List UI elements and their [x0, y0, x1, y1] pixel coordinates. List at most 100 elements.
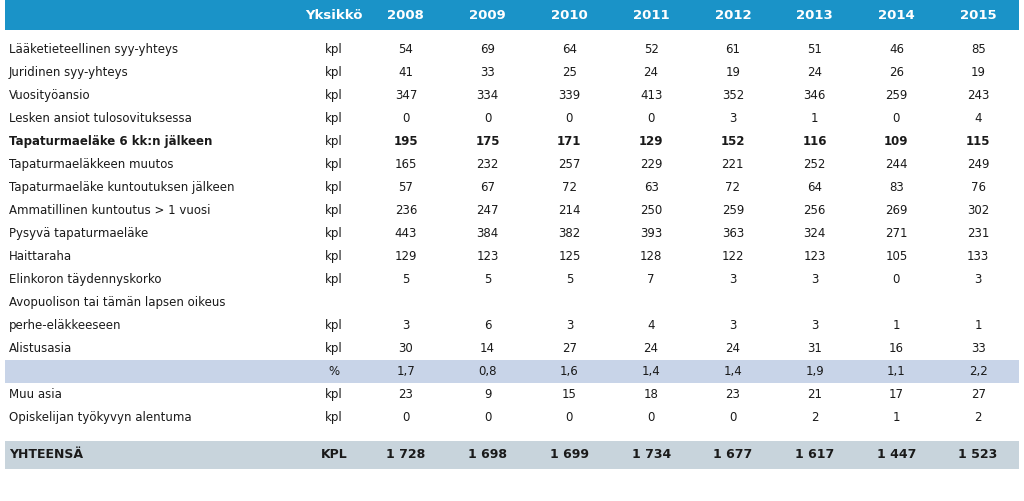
Text: 393: 393 — [640, 227, 663, 240]
Text: 122: 122 — [722, 250, 744, 263]
Text: 52: 52 — [644, 43, 658, 56]
Text: 9: 9 — [484, 388, 492, 401]
Text: kpl: kpl — [326, 273, 343, 286]
Text: 2010: 2010 — [551, 9, 588, 22]
Text: 3: 3 — [729, 319, 736, 332]
Text: 249: 249 — [967, 158, 989, 171]
Text: 1,4: 1,4 — [724, 365, 742, 378]
Text: 0: 0 — [565, 112, 573, 125]
Text: 24: 24 — [644, 342, 658, 355]
Text: 3: 3 — [729, 112, 736, 125]
Text: 2015: 2015 — [959, 9, 996, 22]
Text: 1 523: 1 523 — [958, 448, 997, 461]
Text: Ammatillinen kuntoutus > 1 vuosi: Ammatillinen kuntoutus > 1 vuosi — [9, 204, 211, 217]
Text: Elinkoron täydennyskorko: Elinkoron täydennyskorko — [9, 273, 162, 286]
Text: 229: 229 — [640, 158, 663, 171]
Text: Vuosityöansio: Vuosityöansio — [9, 89, 91, 102]
Text: Tapaturmaeläkkeen muutos: Tapaturmaeläkkeen muutos — [9, 158, 173, 171]
Text: 69: 69 — [480, 43, 496, 56]
Text: 236: 236 — [394, 204, 417, 217]
Text: kpl: kpl — [326, 89, 343, 102]
Text: 72: 72 — [725, 181, 740, 194]
Text: kpl: kpl — [326, 135, 343, 148]
Text: 1,1: 1,1 — [887, 365, 906, 378]
Text: %: % — [329, 365, 340, 378]
Text: 5: 5 — [402, 273, 410, 286]
Text: 3: 3 — [975, 273, 982, 286]
Text: Lääketieteellinen syy-yhteys: Lääketieteellinen syy-yhteys — [9, 43, 178, 56]
Text: 0: 0 — [893, 112, 900, 125]
Text: 0: 0 — [893, 273, 900, 286]
Text: 83: 83 — [889, 181, 904, 194]
Text: kpl: kpl — [326, 411, 343, 424]
Text: kpl: kpl — [326, 342, 343, 355]
Text: 334: 334 — [476, 89, 499, 102]
Text: 1: 1 — [893, 411, 900, 424]
Text: Avopuolison tai tämän lapsen oikeus: Avopuolison tai tämän lapsen oikeus — [9, 296, 225, 309]
Text: 1 728: 1 728 — [386, 448, 426, 461]
Text: Yksikkö: Yksikkö — [305, 9, 362, 22]
Text: 1,4: 1,4 — [642, 365, 660, 378]
Text: 231: 231 — [967, 227, 989, 240]
Text: 30: 30 — [398, 342, 414, 355]
Text: 123: 123 — [476, 250, 499, 263]
Text: 116: 116 — [803, 135, 826, 148]
Text: 57: 57 — [398, 181, 414, 194]
Text: 1,9: 1,9 — [805, 365, 824, 378]
Text: 175: 175 — [475, 135, 500, 148]
Text: 64: 64 — [562, 43, 577, 56]
Text: 171: 171 — [557, 135, 582, 148]
Text: 165: 165 — [394, 158, 417, 171]
Text: 0: 0 — [484, 112, 492, 125]
Text: Alistusasia: Alistusasia — [9, 342, 73, 355]
Text: 31: 31 — [807, 342, 822, 355]
Text: 0: 0 — [484, 411, 492, 424]
Text: 0: 0 — [402, 112, 410, 125]
Text: 129: 129 — [394, 250, 417, 263]
Text: 232: 232 — [476, 158, 499, 171]
Text: Tapaturmaeläke 6 kk:n jälkeen: Tapaturmaeläke 6 kk:n jälkeen — [9, 135, 212, 148]
Text: kpl: kpl — [326, 43, 343, 56]
Text: 23: 23 — [398, 388, 414, 401]
Text: 384: 384 — [476, 227, 499, 240]
Text: 24: 24 — [644, 66, 658, 79]
Text: kpl: kpl — [326, 250, 343, 263]
Text: 76: 76 — [971, 181, 986, 194]
Text: 339: 339 — [558, 89, 581, 102]
Bar — [5, 441, 1019, 469]
Text: 247: 247 — [476, 204, 499, 217]
Text: 27: 27 — [971, 388, 986, 401]
Text: kpl: kpl — [326, 66, 343, 79]
Text: 271: 271 — [885, 227, 907, 240]
Text: 2: 2 — [811, 411, 818, 424]
Text: 133: 133 — [967, 250, 989, 263]
Text: 5: 5 — [484, 273, 492, 286]
Text: 6: 6 — [484, 319, 492, 332]
Text: 4: 4 — [975, 112, 982, 125]
Text: Haittaraha: Haittaraha — [9, 250, 72, 263]
Text: 128: 128 — [640, 250, 663, 263]
Bar — [5, 0, 1019, 30]
Text: 221: 221 — [722, 158, 744, 171]
Text: 125: 125 — [558, 250, 581, 263]
Text: 2014: 2014 — [878, 9, 914, 22]
Text: kpl: kpl — [326, 388, 343, 401]
Text: 195: 195 — [393, 135, 418, 148]
Text: 0,8: 0,8 — [478, 365, 497, 378]
Text: 3: 3 — [565, 319, 573, 332]
Text: 1 699: 1 699 — [550, 448, 589, 461]
Text: 27: 27 — [562, 342, 577, 355]
Text: kpl: kpl — [326, 319, 343, 332]
Text: 252: 252 — [804, 158, 825, 171]
Text: 1: 1 — [811, 112, 818, 125]
Text: 109: 109 — [884, 135, 908, 148]
Text: kpl: kpl — [326, 204, 343, 217]
Text: 1,7: 1,7 — [396, 365, 416, 378]
Text: 346: 346 — [804, 89, 825, 102]
Text: 51: 51 — [807, 43, 822, 56]
Text: 24: 24 — [807, 66, 822, 79]
Text: 7: 7 — [647, 273, 655, 286]
Bar — [5, 360, 1019, 383]
Text: 1: 1 — [975, 319, 982, 332]
Text: 23: 23 — [725, 388, 740, 401]
